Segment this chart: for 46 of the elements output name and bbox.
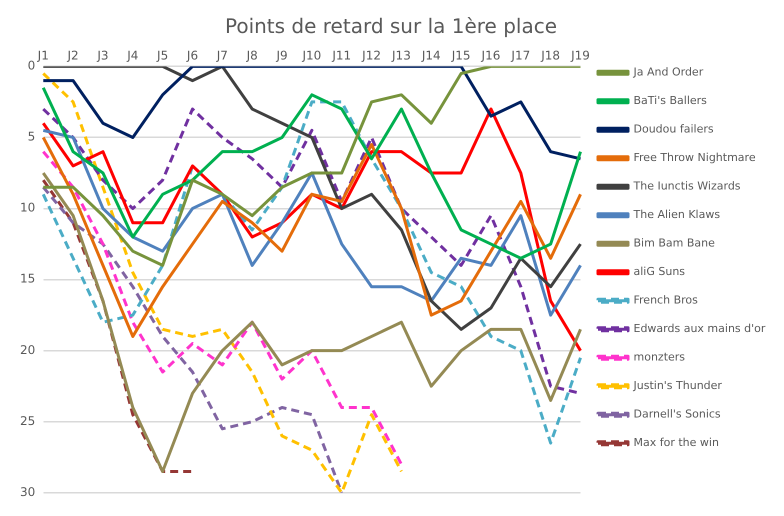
legend-label: Ja And Order bbox=[632, 66, 704, 79]
x-tick-label: J7 bbox=[216, 48, 228, 62]
legend-label: Doudou failers bbox=[634, 122, 714, 136]
x-tick-label: J13 bbox=[391, 48, 411, 62]
y-tick-label: 25 bbox=[20, 414, 36, 428]
line-series bbox=[42, 72, 403, 493]
x-tick-label: J10 bbox=[301, 48, 322, 62]
x-tick-label: J5 bbox=[156, 48, 168, 62]
x-tick-label: J19 bbox=[570, 48, 590, 62]
x-tick-label: J15 bbox=[450, 48, 471, 62]
y-tick-label: 5 bbox=[28, 130, 36, 144]
legend-label: BaTi's Ballers bbox=[634, 94, 708, 108]
x-tick-label: J2 bbox=[66, 48, 79, 62]
x-tick-label: J3 bbox=[96, 48, 109, 62]
x-tick-label: J17 bbox=[510, 48, 530, 62]
y-tick-label: 30 bbox=[20, 484, 36, 499]
line-series bbox=[42, 186, 344, 493]
legend-label: Max for the win bbox=[634, 436, 719, 450]
y-tick-label: 10 bbox=[20, 200, 36, 215]
legend-label: Justin's Thunder bbox=[632, 379, 722, 392]
x-tick-label: J14 bbox=[420, 48, 441, 62]
y-tick-label: 20 bbox=[20, 342, 36, 357]
line-series bbox=[42, 178, 194, 473]
x-tick-label: J12 bbox=[361, 48, 381, 62]
legend-label: The Alien Klaws bbox=[632, 208, 720, 222]
legend-label: aliG Suns bbox=[634, 265, 686, 278]
x-tick-label: J4 bbox=[126, 48, 138, 62]
legend-label: monzters bbox=[634, 350, 686, 364]
y-tick-label: 15 bbox=[20, 272, 36, 286]
x-tick-label: J6 bbox=[186, 48, 198, 62]
line-series bbox=[42, 150, 403, 466]
legend-label: Darnell's Sonics bbox=[634, 408, 721, 421]
x-tick-label: J8 bbox=[246, 48, 258, 62]
legend-label: Bim Bam Bane bbox=[634, 236, 716, 250]
legend-label: The Iunctis Wizards bbox=[632, 180, 741, 193]
x-tick-label: J1 bbox=[36, 48, 49, 62]
legend-label: Edwards aux mains d'or bbox=[634, 322, 766, 336]
x-tick-label: J9 bbox=[275, 48, 288, 62]
legend-label: French Bros bbox=[634, 294, 698, 307]
x-tick-label: J11 bbox=[331, 48, 352, 62]
y-tick-label: 0 bbox=[28, 58, 36, 73]
x-tick-label: J16 bbox=[480, 48, 500, 62]
chart-title: Points de retard sur la 1ère place bbox=[224, 14, 558, 38]
legend-label: Free Throw Nightmare bbox=[634, 151, 756, 164]
line-series bbox=[42, 100, 582, 445]
x-tick-label: J18 bbox=[540, 48, 560, 62]
